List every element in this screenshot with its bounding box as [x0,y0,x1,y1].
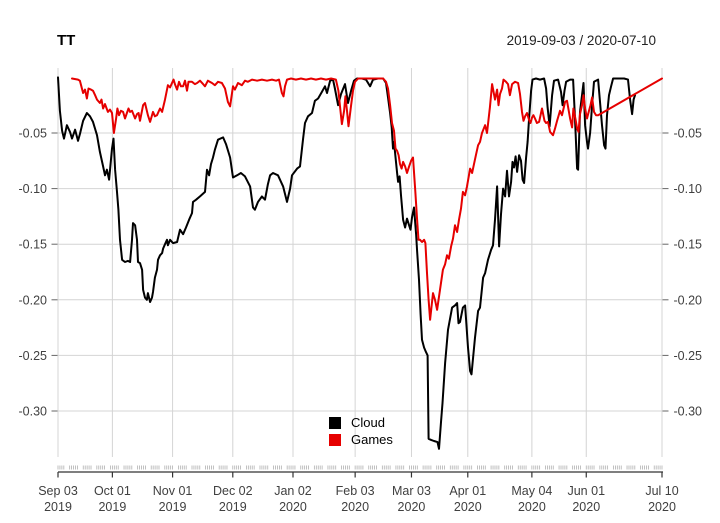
date-range-label: 2019-09-03 / 2020-07-10 [506,33,656,48]
x-axis-label-year: 2019 [159,500,187,514]
gridlines [51,68,669,457]
y-axis-label-left: -0.30 [19,405,48,419]
x-axis-label-month: Jun 01 [567,484,605,498]
y-axis-label-left: -0.05 [19,127,48,141]
y-axis-label-right: -0.05 [674,127,703,141]
x-axis-label-month: Jan 02 [274,484,312,498]
y-axis-label-right: -0.15 [674,238,703,252]
y-axis-label-right: -0.30 [674,405,703,419]
x-axis-label-year: 2020 [398,500,426,514]
x-axis-label-month: Mar 03 [392,484,431,498]
x-axis-label-month: Sep 03 [38,484,78,498]
x-axis-minor-ticks [57,465,663,470]
y-axis-label-left: -0.10 [19,182,48,196]
games-swatch-icon [329,433,341,446]
x-axis-label-year: 2019 [98,500,126,514]
y-axis-label-left: -0.15 [19,238,48,252]
legend-label: Games [351,431,393,447]
y-axis-label-right: -0.25 [674,349,703,363]
legend-label: Cloud [351,414,385,430]
x-axis-label-month: Dec 02 [213,484,253,498]
x-axis-label-month: Feb 03 [336,484,375,498]
x-axis-label-month: Oct 01 [94,484,131,498]
x-axis-label-year: 2020 [279,500,307,514]
legend-item-cloud: Cloud [329,414,393,431]
page-title: TT [57,32,76,49]
x-axis-label-month: Jul 10 [645,484,678,498]
x-axis-label-year: 2020 [648,500,676,514]
legend-item-games: Games [329,431,393,448]
x-axis-label-year: 2019 [219,500,247,514]
x-axis-label-year: 2020 [572,500,600,514]
y-axis-label-left: -0.20 [19,293,48,307]
cloud-swatch-icon [329,416,341,429]
y-axis-label-right: -0.10 [674,182,703,196]
y-axis-label-left: -0.25 [19,349,48,363]
x-axis-label-year: 2020 [341,500,369,514]
x-axis-label-month: Nov 01 [153,484,193,498]
x-axis-label-year: 2019 [44,500,72,514]
x-axis-label-month: May 04 [511,484,552,498]
y-axis-label-right: -0.20 [674,293,703,307]
x-axis-label-year: 2020 [518,500,546,514]
chart-legend: Cloud Games [329,414,393,448]
games-line [71,77,663,321]
x-axis-label-year: 2020 [454,500,482,514]
x-axis-label-month: Apr 01 [449,484,486,498]
